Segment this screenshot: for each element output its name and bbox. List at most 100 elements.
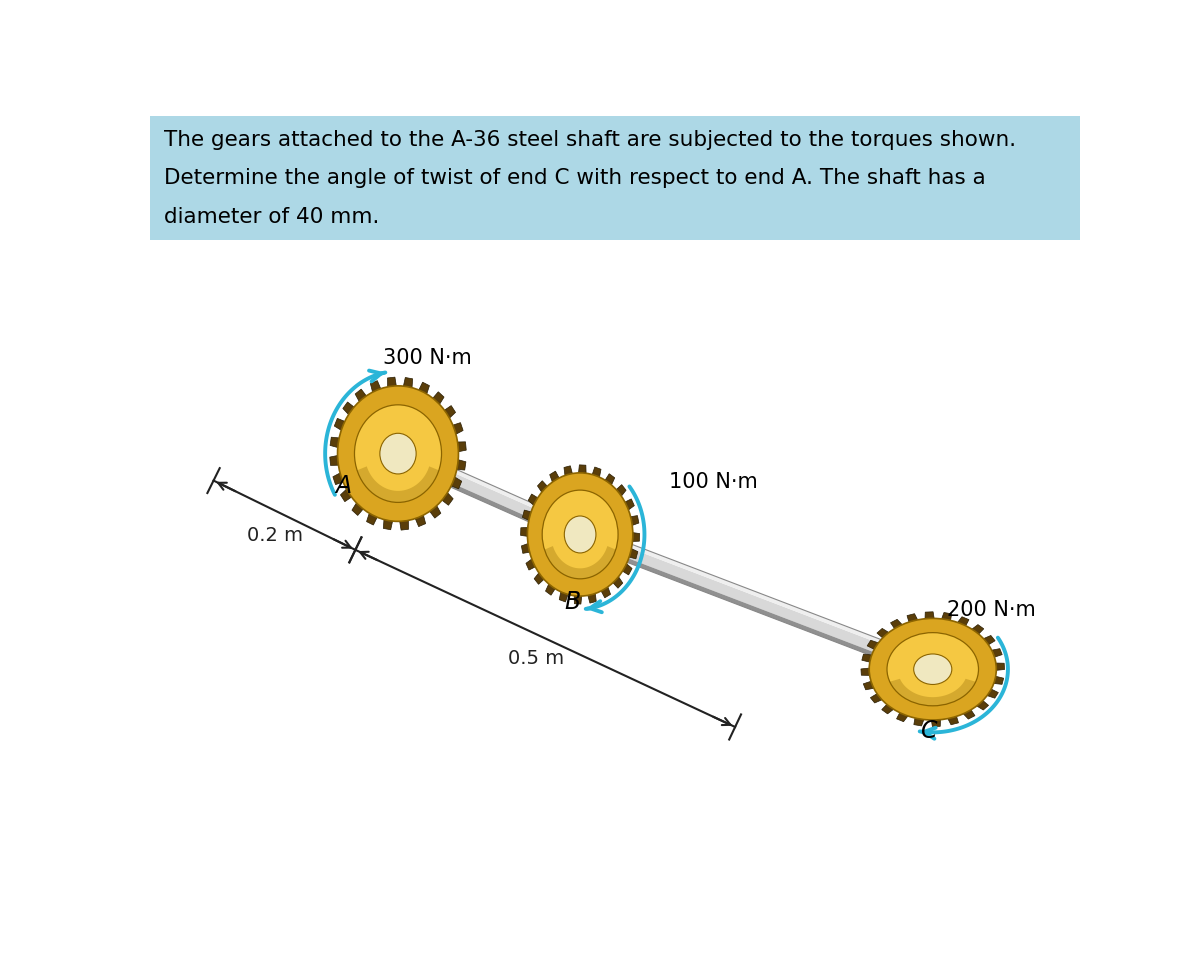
Polygon shape <box>451 478 462 489</box>
Text: B: B <box>564 589 581 613</box>
Polygon shape <box>433 393 444 405</box>
Text: Determine the angle of twist of end C with respect to end A. The shaft has a: Determine the angle of twist of end C wi… <box>164 168 985 188</box>
Text: A: A <box>336 474 352 497</box>
Polygon shape <box>964 710 974 719</box>
Polygon shape <box>862 655 871 662</box>
Polygon shape <box>882 704 894 714</box>
Polygon shape <box>889 679 976 706</box>
Polygon shape <box>400 521 408 531</box>
Polygon shape <box>931 720 941 727</box>
Polygon shape <box>860 668 870 676</box>
Polygon shape <box>877 629 889 638</box>
Polygon shape <box>526 560 535 571</box>
Polygon shape <box>528 494 538 506</box>
Polygon shape <box>330 456 338 466</box>
Polygon shape <box>332 474 343 486</box>
Polygon shape <box>617 486 626 496</box>
Ellipse shape <box>528 474 632 597</box>
Polygon shape <box>577 539 931 678</box>
Ellipse shape <box>542 490 618 579</box>
Polygon shape <box>863 682 874 690</box>
Polygon shape <box>868 641 878 650</box>
Polygon shape <box>564 466 572 476</box>
Polygon shape <box>415 516 426 527</box>
Polygon shape <box>335 419 344 431</box>
Polygon shape <box>914 718 924 726</box>
Polygon shape <box>546 584 556 596</box>
Polygon shape <box>593 468 601 478</box>
Text: 300 N·m: 300 N·m <box>383 348 472 367</box>
Text: 200 N·m: 200 N·m <box>947 600 1036 619</box>
Polygon shape <box>545 546 616 579</box>
Polygon shape <box>582 527 936 664</box>
Polygon shape <box>896 713 908 722</box>
Polygon shape <box>907 615 918 622</box>
Polygon shape <box>388 378 396 388</box>
Polygon shape <box>538 482 547 492</box>
Polygon shape <box>890 619 902 629</box>
Text: 0.2 m: 0.2 m <box>247 526 302 544</box>
Polygon shape <box>629 549 638 559</box>
Polygon shape <box>630 516 638 526</box>
Polygon shape <box>521 544 529 554</box>
Polygon shape <box>870 694 882 703</box>
Polygon shape <box>457 443 467 452</box>
Polygon shape <box>452 423 463 435</box>
Polygon shape <box>352 503 364 516</box>
Polygon shape <box>601 587 611 598</box>
Polygon shape <box>925 613 934 619</box>
Ellipse shape <box>380 434 416 475</box>
Polygon shape <box>605 474 614 486</box>
Polygon shape <box>419 383 430 395</box>
Polygon shape <box>521 528 528 536</box>
Polygon shape <box>988 690 998 699</box>
Polygon shape <box>942 613 952 620</box>
Polygon shape <box>330 438 340 448</box>
Polygon shape <box>623 564 632 575</box>
Ellipse shape <box>337 387 458 522</box>
Polygon shape <box>948 716 959 725</box>
Polygon shape <box>991 649 1002 658</box>
Polygon shape <box>534 573 544 584</box>
Polygon shape <box>559 592 568 602</box>
Polygon shape <box>588 594 596 604</box>
Polygon shape <box>625 499 635 510</box>
FancyBboxPatch shape <box>150 117 1080 240</box>
Polygon shape <box>400 446 584 531</box>
Polygon shape <box>341 489 352 502</box>
Polygon shape <box>395 459 578 543</box>
Ellipse shape <box>354 405 442 503</box>
Polygon shape <box>444 406 456 419</box>
Polygon shape <box>396 449 582 539</box>
Polygon shape <box>383 520 392 531</box>
Text: The gears attached to the A-36 steel shaft are subjected to the torques shown.: The gears attached to the A-36 steel sha… <box>164 130 1016 149</box>
Ellipse shape <box>564 517 596 553</box>
Text: diameter of 40 mm.: diameter of 40 mm. <box>164 206 379 227</box>
Text: C: C <box>920 718 937 743</box>
Polygon shape <box>574 596 582 605</box>
Polygon shape <box>578 465 586 474</box>
Ellipse shape <box>887 633 978 706</box>
Polygon shape <box>366 514 377 526</box>
Polygon shape <box>403 378 413 388</box>
Polygon shape <box>632 533 640 542</box>
Polygon shape <box>984 636 995 645</box>
Polygon shape <box>457 460 466 471</box>
Polygon shape <box>442 493 454 506</box>
Polygon shape <box>958 617 968 626</box>
Polygon shape <box>358 467 439 503</box>
Text: 100 N·m: 100 N·m <box>670 471 758 491</box>
Polygon shape <box>550 472 559 483</box>
Ellipse shape <box>913 655 952 685</box>
Polygon shape <box>522 511 532 521</box>
Polygon shape <box>578 531 935 674</box>
Polygon shape <box>972 625 984 634</box>
Ellipse shape <box>869 618 996 720</box>
Polygon shape <box>371 381 380 393</box>
Text: 0.5 m: 0.5 m <box>508 649 564 667</box>
Polygon shape <box>994 677 1003 685</box>
Polygon shape <box>613 577 623 588</box>
Polygon shape <box>996 663 1004 670</box>
Polygon shape <box>430 506 440 519</box>
Polygon shape <box>355 390 366 403</box>
